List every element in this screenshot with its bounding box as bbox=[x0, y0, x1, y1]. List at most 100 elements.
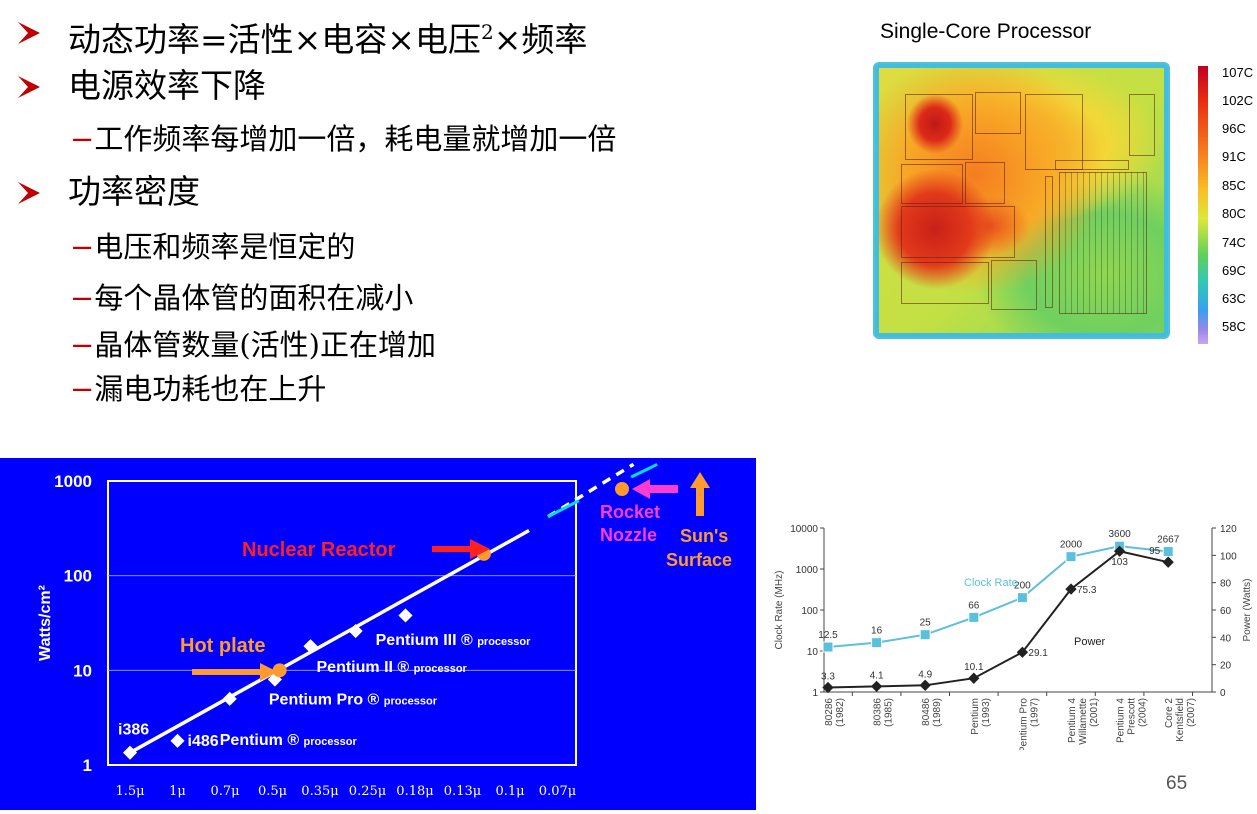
bullet-text: 电源效率下降 bbox=[68, 66, 266, 105]
clock-rate-point bbox=[1016, 592, 1028, 604]
right-tick-label: 20 bbox=[1220, 661, 1232, 672]
sub-bullet: −漏电功耗也在上升 bbox=[70, 372, 327, 406]
clock-rate-point bbox=[871, 637, 883, 649]
clock-rate-line bbox=[827, 545, 1169, 649]
y-tick-label: 100 bbox=[64, 567, 92, 586]
hot-plate-point bbox=[272, 663, 287, 678]
x-tick-label: (2007) bbox=[1186, 698, 1197, 727]
processor-label: i386 bbox=[118, 722, 149, 739]
bullet-superscript: 2 bbox=[480, 20, 494, 44]
left-tick-label: 1 bbox=[812, 688, 818, 699]
scale-label: 85C bbox=[1222, 178, 1246, 193]
x-tick-label: 0.07μ bbox=[539, 784, 576, 799]
right-tick-label: 0 bbox=[1220, 688, 1226, 699]
hot-plate-arrow bbox=[192, 663, 278, 681]
left-tick-label: 1000 bbox=[796, 565, 819, 576]
left-tick-label: 10000 bbox=[790, 524, 818, 535]
power-value: 4.9 bbox=[918, 669, 932, 680]
processor-label-main: Pentium ® bbox=[220, 732, 304, 749]
y-axis-label: Watts/cm² bbox=[37, 585, 54, 661]
processor-point bbox=[122, 745, 138, 760]
x-tick-label: Willamette bbox=[1078, 698, 1089, 745]
x-tick-label: Pentium 4 bbox=[1067, 698, 1078, 743]
temperature-scale bbox=[1198, 66, 1208, 344]
power-value: 10.1 bbox=[964, 662, 984, 673]
right-tick-label: 40 bbox=[1220, 633, 1232, 644]
left-tick-label: 100 bbox=[801, 606, 818, 617]
scale-label: 74C bbox=[1222, 235, 1246, 250]
sub-bullet-text: 漏电功耗也在上升 bbox=[94, 372, 327, 406]
right-axis-label: Power (Watts) bbox=[1242, 579, 1253, 642]
processor-label-main: Pentium III ® bbox=[376, 632, 478, 649]
sub-bullet: −晶体管数量(活性)正在增加 bbox=[70, 328, 436, 362]
processor-label-main: Pentium Pro ® bbox=[269, 692, 384, 709]
sub-bullet-text: 电压和频率是恒定的 bbox=[94, 230, 356, 264]
x-tick-label: 0.5μ bbox=[258, 784, 287, 799]
rocket-nozzle-point bbox=[615, 482, 629, 496]
scale-label: 96C bbox=[1222, 121, 1246, 136]
rocket-nozzle-label: Rocket bbox=[600, 502, 660, 522]
power-point bbox=[1016, 646, 1029, 658]
clock-rate-point bbox=[1065, 551, 1077, 563]
processor-label: i486 bbox=[188, 733, 219, 750]
power-legend: Power bbox=[1074, 636, 1106, 648]
x-tick-label: 0.25μ bbox=[349, 784, 386, 799]
power-point bbox=[1162, 556, 1174, 568]
power-point bbox=[1065, 583, 1077, 595]
y-tick-label: 1000 bbox=[54, 472, 92, 491]
power-value: 29.1 bbox=[1028, 648, 1048, 659]
processor-label: Pentium III ® processor bbox=[376, 632, 531, 649]
processor-label-suffix: processor bbox=[477, 636, 531, 648]
power-point bbox=[968, 672, 980, 684]
x-tick-label: (1985) bbox=[884, 698, 895, 727]
x-tick-label: Pentium 4 bbox=[1116, 698, 1127, 743]
power-value: 4.1 bbox=[870, 670, 884, 681]
heatmap-title: Single-Core Processor bbox=[880, 20, 1092, 43]
clock-power-chart-svg: 1 10 100 1000 10000 0 20 40 60 80 100 120 Clock Rate… bbox=[774, 524, 1253, 753]
rocket-nozzle-arrow bbox=[632, 479, 678, 499]
scale-label: 80C bbox=[1222, 206, 1246, 221]
processor-point bbox=[170, 733, 185, 748]
scale-label: 69C bbox=[1222, 263, 1246, 278]
processor-label: Pentium II ® processor bbox=[317, 659, 468, 676]
nuclear-reactor-arrow bbox=[432, 539, 490, 559]
x-tick-label: Prescott bbox=[1127, 698, 1138, 735]
right-tick-label: 60 bbox=[1220, 606, 1232, 617]
processor-label-suffix: processor bbox=[414, 663, 468, 675]
bullet-tail: ×频率 bbox=[493, 20, 588, 59]
x-tick-label: 0.1μ bbox=[495, 784, 524, 799]
left-axis-label: Clock Rate (MHz) bbox=[774, 571, 785, 650]
clock-rate-point bbox=[822, 641, 834, 653]
bullet-arrow-icon bbox=[18, 76, 40, 98]
processor-heatmap-image bbox=[873, 62, 1170, 339]
x-tick-label: (2004) bbox=[1138, 698, 1149, 727]
processor-label-main: i386 bbox=[118, 722, 149, 739]
sub-bullet-text: 工作频率每增加一倍，耗电量就增加一倍 bbox=[94, 122, 617, 156]
power-point bbox=[870, 680, 883, 693]
clock-rate-value: 2667 bbox=[1157, 535, 1180, 546]
scale-label: 102C bbox=[1222, 93, 1254, 108]
processor-label-suffix: processor bbox=[304, 736, 358, 748]
clock-rate-value: 66 bbox=[968, 600, 980, 611]
clock-rate-point bbox=[919, 629, 931, 641]
nuclear-reactor-label: Nuclear Reactor bbox=[242, 539, 396, 561]
left-tick-label: 10 bbox=[807, 647, 819, 658]
page-number: 65 bbox=[1166, 773, 1188, 794]
processor-point bbox=[303, 639, 318, 654]
sub-bullet: −每个晶体管的面积在减小 bbox=[70, 281, 414, 315]
right-tick-label: 80 bbox=[1220, 579, 1232, 590]
clock-rate-point bbox=[1162, 546, 1174, 558]
clock-rate-value: 25 bbox=[920, 618, 932, 629]
clock-rate-point bbox=[968, 611, 980, 623]
bullet-text: 动态功率=活性×电容×电压 bbox=[68, 20, 481, 59]
trend-projection-tail bbox=[547, 499, 580, 518]
x-tick-label: 0.13μ bbox=[444, 784, 481, 799]
x-tick-label: Pentium bbox=[970, 698, 981, 735]
sun-surface-label: Sun's bbox=[680, 526, 728, 546]
scale-label: 63C bbox=[1222, 291, 1246, 306]
power-value: 75.3 bbox=[1077, 585, 1097, 596]
x-tick-label: 80286 bbox=[824, 698, 835, 726]
clock-rate-legend: Clock Rate bbox=[964, 577, 1018, 589]
clock-rate-value: 200 bbox=[1014, 581, 1031, 592]
x-tick-label: 80486 bbox=[921, 698, 932, 726]
